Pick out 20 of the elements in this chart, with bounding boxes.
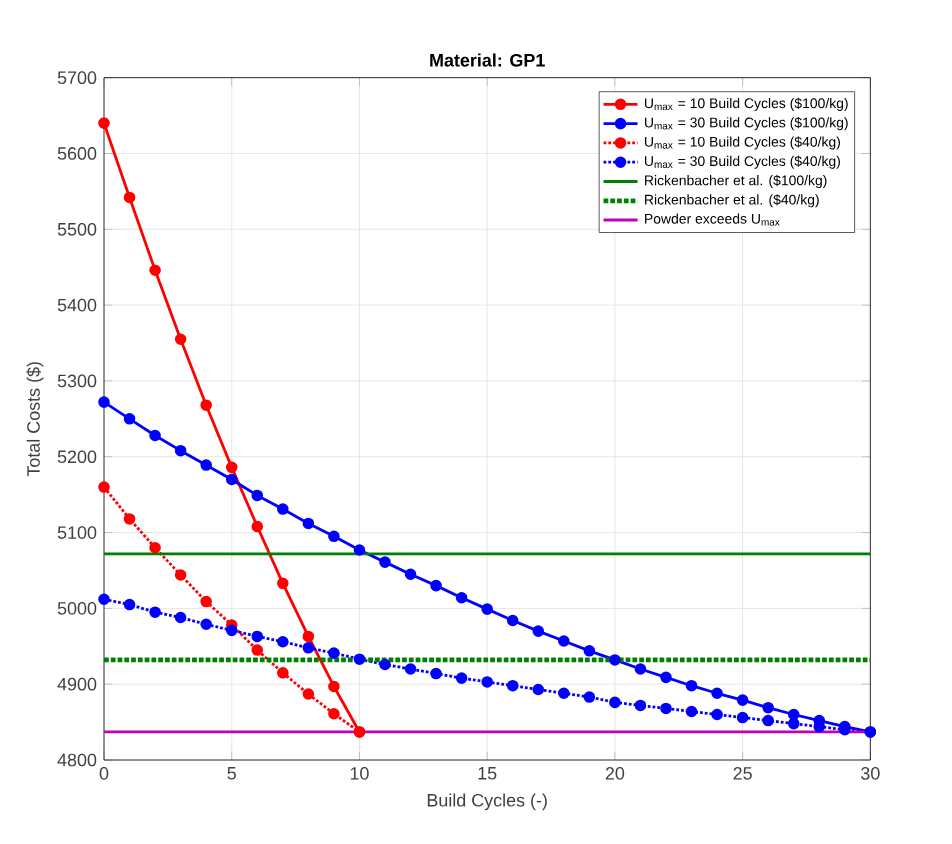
x-axis-title: Build Cycles (-) <box>427 793 547 811</box>
y-tick-label: 5400 <box>57 298 97 312</box>
x-tick-label: 20 <box>605 767 625 780</box>
chart-title: Material: GP1 <box>430 53 545 67</box>
x-tick-label: 25 <box>733 767 752 780</box>
y-axis-title: Total Costs ($) <box>26 362 44 477</box>
x-tick-label: 5 <box>227 767 236 780</box>
y-tick-label: 5200 <box>57 450 97 464</box>
x-tick-label: 10 <box>350 767 369 780</box>
y-tick-label: 5500 <box>57 222 97 236</box>
y-tick-label: 5700 <box>57 71 97 85</box>
x-tick-label: 0 <box>99 767 109 780</box>
y-tick-label: 4900 <box>57 677 97 691</box>
y-tick-label: 5100 <box>57 526 97 539</box>
y-tick-label: 4800 <box>57 753 97 767</box>
y-tick-label: 5300 <box>57 374 97 388</box>
y-tick-label: 5000 <box>57 602 97 615</box>
x-tick-label: 30 <box>861 767 880 780</box>
x-tick-label: 15 <box>478 767 497 780</box>
y-tick-label: 5600 <box>57 147 97 160</box>
